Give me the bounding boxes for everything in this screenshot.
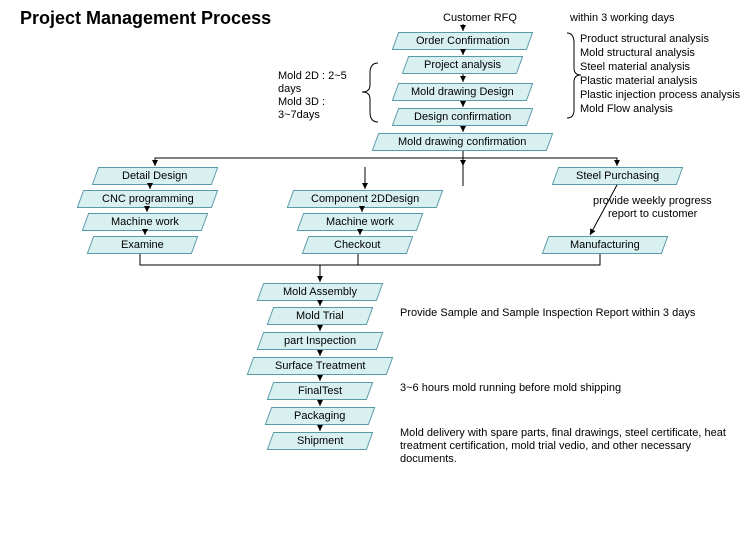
label-provide-sample: Provide Sample and Sample Inspection Rep… <box>400 307 695 319</box>
label-delivery-3: documents. <box>400 453 457 465</box>
label-within-3-days: within 3 working days <box>570 12 675 24</box>
analysis-list: Product structural analysis Mold structu… <box>580 32 740 116</box>
node-customer-rfq: Customer RFQ <box>443 12 517 24</box>
node-detail-design: Detail Design <box>92 167 219 185</box>
node-examine: Examine <box>87 236 199 254</box>
node-order-confirmation: Order Confirmation <box>392 32 534 50</box>
label-delivery-1: Mold delivery with spare parts, final dr… <box>400 427 726 439</box>
label-mold-2d: Mold 2D : 2~5 <box>278 70 347 82</box>
analysis-item: Mold Flow analysis <box>580 102 740 116</box>
analysis-item: Product structural analysis <box>580 32 740 46</box>
page-title: Project Management Process <box>20 8 271 29</box>
analysis-item: Plastic injection process analysis <box>580 88 740 102</box>
node-mold-drawing-design: Mold drawing Design <box>392 83 534 101</box>
node-shipment: Shipment <box>267 432 374 450</box>
label-days-37: 3~7days <box>278 109 320 121</box>
analysis-item: Steel material analysis <box>580 60 740 74</box>
label-36-hours: 3~6 hours mold running before mold shipp… <box>400 382 621 394</box>
analysis-item: Mold structural analysis <box>580 46 740 60</box>
node-mold-assembly: Mold Assembly <box>257 283 384 301</box>
label-weekly-1: provide weekly progress <box>593 195 712 207</box>
node-final-test: FinalTest <box>267 382 374 400</box>
label-mold-3d: Mold 3D : <box>278 96 325 108</box>
label-delivery-2: treatment certification, mold trial vedi… <box>400 440 691 452</box>
node-surface-treatment: Surface Treatment <box>247 357 394 375</box>
node-checkout: Checkout <box>302 236 414 254</box>
node-packaging: Packaging <box>265 407 376 425</box>
node-machine-work-left: Machine work <box>82 213 209 231</box>
node-mold-trial: Mold Trial <box>267 307 374 325</box>
node-cnc-programming: CNC programming <box>77 190 219 208</box>
node-steel-purchasing: Steel Purchasing <box>552 167 684 185</box>
label-days-1: days <box>278 83 301 95</box>
node-manufacturing: Manufacturing <box>542 236 669 254</box>
node-project-analysis: Project analysis <box>402 56 524 74</box>
label-weekly-2: report to customer <box>608 208 697 220</box>
node-part-inspection: part Inspection <box>257 332 384 350</box>
node-machine-work-mid: Machine work <box>297 213 424 231</box>
node-design-confirmation: Design confirmation <box>392 108 534 126</box>
node-mold-drawing-confirmation: Mold drawing confirmation <box>372 133 554 151</box>
node-component-2d-design: Component 2DDesign <box>287 190 444 208</box>
analysis-item: Plastic material analysis <box>580 74 740 88</box>
